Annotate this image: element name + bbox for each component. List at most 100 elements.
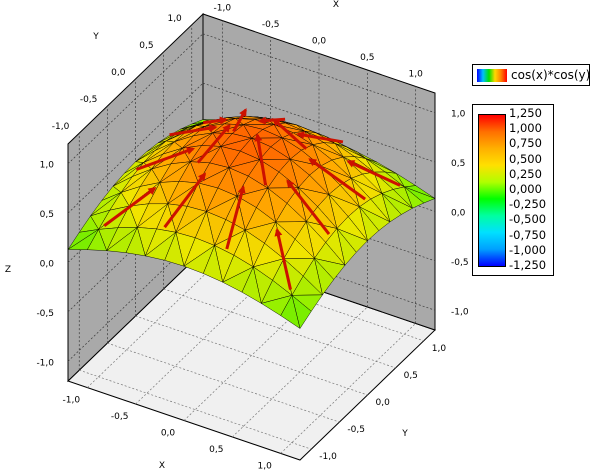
x-tick-label-bottom: 1,0 [258, 461, 273, 470]
vector-head [239, 108, 247, 117]
z-tick-label-left: -0,5 [36, 309, 54, 319]
z-tick-label-left: 1,0 [40, 161, 55, 171]
vector-head [286, 179, 295, 189]
x-tick-label-top: 0,5 [360, 53, 374, 63]
vector-head [254, 133, 263, 142]
vector-head [274, 227, 283, 237]
floor-grid-y [79, 369, 312, 450]
colorbar-label: -1,000 [509, 242, 547, 257]
colorbar-label: -0,750 [509, 227, 547, 242]
floor-grid-y [135, 315, 368, 396]
colorbar-gradient [478, 114, 506, 267]
y-axis-label-bottom: Y [401, 429, 408, 439]
x-tick-label-bottom: -1,0 [63, 396, 81, 406]
vector-shaft [347, 159, 401, 187]
floor-grid-x [280, 323, 416, 454]
x-tick-label-top: 1,0 [409, 69, 424, 79]
z-tick-label-left: 0,0 [40, 260, 55, 270]
z-tick-label-right: 0,0 [451, 209, 466, 219]
colorbar-labels: 1,250 1,000 0,750 0,500 0,250 0,000 -0,250 -0,5… [509, 107, 553, 275]
left-wall-grid-z [67, 82, 204, 214]
vector-shaft [286, 179, 331, 235]
vector-head [346, 160, 356, 168]
vector-head [257, 116, 266, 125]
floor-grid-y [163, 288, 396, 369]
surface-facet [280, 294, 301, 330]
z-tick-label-right: -1,0 [451, 307, 469, 317]
y-tick-label-top: -0,5 [80, 95, 98, 105]
vector-head [198, 172, 206, 182]
colorbar-label: 1,250 [509, 106, 542, 120]
back-wall-grid-z [202, 82, 436, 163]
colorbar-label: 0,000 [509, 182, 542, 196]
y-tick-label-top: -1,0 [52, 122, 70, 132]
vector-head [219, 116, 228, 125]
vector-shaft [272, 118, 308, 150]
colorbar-label: -0,250 [509, 197, 547, 212]
x-tick-label-top: 0,0 [312, 37, 327, 47]
surface-facet [86, 228, 108, 251]
x-tick-label-top: -0,5 [262, 20, 280, 30]
vector-shaft [275, 229, 292, 290]
vector-head [222, 124, 231, 133]
vector-head [237, 185, 246, 194]
vector-head [147, 187, 157, 195]
surface-facet [241, 266, 262, 304]
vector-head [308, 158, 318, 167]
colorbar: 1,250 1,000 0,750 0,500 0,250 0,000 -0,250 -0,5… [472, 104, 554, 276]
left-wall-grid-z [67, 33, 204, 165]
y-tick-label-top: 1,0 [167, 14, 182, 24]
legend: cos(x)*cos(y) [472, 64, 590, 86]
surface-facet [203, 244, 224, 283]
z-tick-label-left: 0,5 [40, 210, 54, 220]
y-tick-label-bottom: 1,0 [432, 344, 447, 354]
y-tick-label-top: 0,0 [111, 68, 126, 78]
legend-swatch [477, 69, 507, 82]
legend-label: cos(x)*cos(y) [511, 68, 591, 82]
x-tick-label-top: -1,0 [214, 4, 232, 14]
vector-head [296, 131, 305, 140]
y-tick-label-bottom: 0,0 [376, 398, 391, 408]
z-tick-label-left: -1,0 [36, 358, 54, 368]
colorbar-label: -0,500 [509, 212, 547, 227]
x-axis-label-top: X [333, 0, 339, 10]
vector-head [208, 124, 218, 133]
vector-shaft [103, 187, 156, 227]
vector-shaft [135, 147, 194, 171]
floor-grid-y [107, 342, 340, 423]
colorbar-label: 0,750 [509, 136, 542, 151]
vector-shaft [163, 173, 206, 229]
surface-facet [164, 231, 185, 267]
surface-facet [125, 226, 146, 257]
x-tick-label-bottom: 0,0 [161, 429, 176, 439]
colorbar-label: -1,250 [509, 258, 547, 272]
z-tick-label-right: 0,5 [451, 159, 465, 169]
vector-shaft [196, 124, 231, 164]
y-tick-label-bottom: -0,5 [347, 425, 365, 435]
z-tick-label-right: -0,5 [451, 258, 469, 268]
vector-shaft [169, 125, 216, 137]
y-tick-label-bottom: -1,0 [319, 452, 337, 462]
y-axis-label-top: Y [92, 32, 99, 42]
floor-grid-x [232, 306, 368, 438]
surface-mesh [67, 116, 436, 330]
x-axis-label-bottom: X [159, 461, 165, 470]
z-axis-label: Z [5, 265, 11, 275]
vector-head [186, 147, 195, 155]
colorbar-label: 0,500 [509, 151, 542, 166]
colorbar-label: 0,250 [509, 166, 542, 181]
y-tick-label-top: 0,5 [139, 41, 153, 51]
vector-shaft [225, 186, 245, 250]
gradient-vectors [103, 108, 401, 290]
colorbar-label: 1,000 [509, 121, 542, 136]
z-tick-label-right: 1,0 [451, 110, 466, 120]
x-tick-label-bottom: -0,5 [111, 412, 129, 422]
vector-shaft [297, 132, 344, 144]
x-tick-label-bottom: 0,5 [209, 445, 223, 455]
back-wall-grid-z [202, 33, 436, 114]
vector-shaft [255, 134, 268, 186]
vector-shaft [309, 158, 366, 201]
y-tick-label-bottom: 0,5 [404, 371, 418, 381]
axis-ticks: -1,0 -0,5 0,0 0,5 1,0 -1,0 -0,5 0,0 0,5 1,0 -1,0 -0… [36, 4, 468, 470]
